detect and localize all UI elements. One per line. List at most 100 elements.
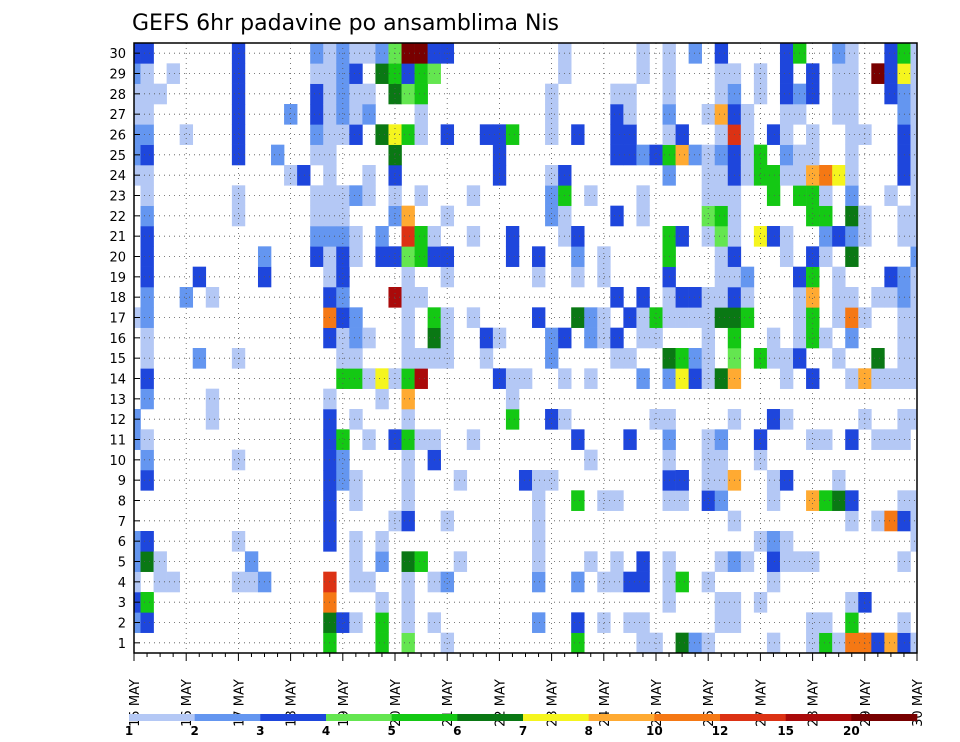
heatmap-cell: [140, 266, 154, 288]
heatmap-cell: [675, 287, 689, 308]
heatmap-cell: [532, 531, 546, 552]
heatmap-cell: [401, 43, 415, 64]
heatmap-cell: [845, 368, 859, 389]
heatmap-cell: [845, 205, 859, 227]
heatmap-cell: [336, 226, 350, 247]
heatmap-cell: [806, 287, 820, 308]
legend-swatch: [588, 714, 655, 721]
heatmap-cell: [623, 571, 637, 593]
legend-label: 3: [256, 724, 264, 738]
heatmap-cell: [231, 124, 246, 145]
heatmap-cell: [714, 368, 729, 389]
heatmap-cell: [649, 409, 663, 430]
heatmap-cell: [349, 368, 363, 389]
heatmap-cell: [153, 551, 167, 572]
heatmap-cell: [779, 348, 794, 369]
heatmap-cell: [505, 124, 520, 145]
heatmap-cell: [584, 307, 598, 328]
heatmap-cell: [545, 124, 559, 145]
heatmap-cell: [349, 327, 363, 349]
heatmap-cell: [414, 226, 428, 247]
heatmap-cell: [375, 612, 389, 633]
heatmap-cell: [701, 165, 716, 186]
legend-swatch: [260, 714, 327, 721]
heatmap-cell: [284, 104, 298, 125]
heatmap-cell: [845, 43, 859, 64]
legend-swatch: [523, 714, 589, 721]
heatmap-cell: [140, 612, 154, 633]
heatmap-cell: [701, 185, 716, 206]
legend-label: 20: [843, 724, 860, 738]
heatmap-cell: [845, 490, 859, 511]
heatmap-cell: [375, 368, 389, 389]
heatmap-cell: [806, 632, 820, 654]
heatmap-cell: [714, 266, 729, 288]
heatmap-cell: [910, 510, 918, 532]
heatmap-cell: [140, 348, 154, 369]
heatmap-cell: [675, 490, 689, 511]
heatmap-cell: [701, 226, 716, 247]
heatmap-cell: [714, 449, 729, 471]
heatmap-cell: [310, 185, 324, 206]
heatmap-cell: [871, 429, 885, 450]
y-tick-label: 18: [109, 291, 126, 306]
heatmap-cell: [440, 510, 455, 532]
heatmap-cell: [336, 307, 350, 328]
heatmap-cell: [753, 226, 768, 247]
heatmap-cell: [832, 83, 846, 105]
heatmap-cell: [310, 144, 324, 166]
heatmap-cell: [649, 144, 663, 166]
heatmap-cell: [910, 632, 918, 654]
heatmap-cell: [401, 226, 415, 247]
legend-swatch: [851, 714, 918, 721]
heatmap-cell: [597, 327, 611, 349]
heatmap-cell: [153, 571, 167, 593]
heatmap-cell: [806, 124, 820, 145]
heatmap-cell: [845, 592, 859, 613]
heatmap-cell: [140, 124, 154, 145]
heatmap-cell: [871, 348, 885, 369]
heatmap-cell: [623, 104, 637, 125]
heatmap-cell: [401, 510, 415, 532]
heatmap-cell: [140, 165, 154, 186]
heatmap-cell: [584, 449, 598, 471]
y-tick-label: 13: [109, 393, 126, 408]
heatmap-cell: [401, 307, 415, 328]
heatmap-cell: [571, 307, 585, 328]
heatmap-cell: [349, 409, 363, 430]
legend-label: 5: [387, 724, 395, 738]
heatmap-cell: [388, 165, 402, 186]
heatmap-cell: [806, 612, 820, 633]
heatmap-cell: [688, 43, 702, 64]
heatmap-cell: [714, 470, 729, 491]
heatmap-cell: [766, 632, 781, 654]
legend-swatch: [194, 714, 261, 721]
heatmap-cell: [349, 348, 363, 369]
heatmap-cell: [766, 185, 781, 206]
heatmap-cell: [819, 632, 833, 654]
heatmap-cell: [375, 226, 389, 247]
heatmap-cell: [819, 490, 833, 511]
heatmap-cell: [401, 83, 415, 105]
heatmap-cell: [140, 43, 154, 64]
heatmap-cell: [806, 429, 820, 450]
heatmap-cell: [766, 531, 781, 552]
heatmap-cell: [675, 307, 689, 328]
heatmap-cell: [819, 612, 833, 633]
heatmap-cell: [310, 104, 324, 125]
heatmap-cell: [806, 165, 820, 186]
heatmap-cell: [714, 612, 729, 633]
heatmap-cell: [532, 490, 546, 511]
heatmap-cell: [845, 307, 859, 328]
heatmap-cell: [349, 571, 363, 593]
heatmap-cell: [336, 429, 350, 450]
heatmap-cell: [597, 571, 611, 593]
heatmap-cell: [518, 470, 533, 491]
heatmap-cell: [532, 266, 546, 288]
heatmap-cell: [779, 368, 794, 389]
y-tick-label: 14: [109, 373, 126, 388]
heatmap-cell: [910, 144, 918, 166]
heatmap-cell: [845, 83, 859, 105]
heatmap-cell: [714, 246, 729, 267]
heatmap-cell: [649, 632, 663, 654]
